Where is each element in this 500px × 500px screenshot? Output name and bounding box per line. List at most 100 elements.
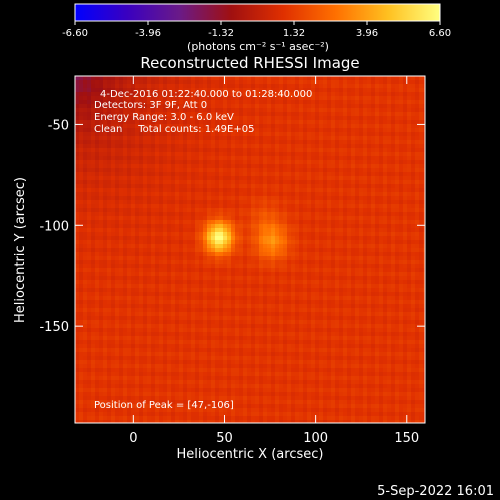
heatmap-pixel [311, 212, 316, 217]
heatmap-pixel [127, 144, 132, 149]
heatmap-pixel [279, 172, 284, 177]
heatmap-pixel [327, 152, 332, 157]
heatmap-pixel [375, 172, 380, 177]
heatmap-pixel [155, 84, 160, 89]
heatmap-pixel [171, 260, 176, 265]
heatmap-pixel [343, 208, 348, 213]
heatmap-pixel [219, 160, 224, 165]
heatmap-pixel [87, 136, 92, 141]
heatmap-pixel [403, 148, 408, 153]
heatmap-pixel [103, 168, 108, 173]
heatmap-pixel [115, 296, 120, 301]
heatmap-pixel [399, 92, 404, 97]
heatmap-pixel [223, 256, 228, 261]
heatmap-pixel [87, 296, 92, 301]
heatmap-pixel [87, 84, 92, 89]
heatmap-pixel [143, 300, 148, 305]
heatmap-pixel [327, 224, 332, 229]
heatmap-pixel [155, 232, 160, 237]
heatmap-pixel [271, 88, 276, 93]
heatmap-pixel [187, 104, 192, 109]
heatmap-pixel [223, 152, 228, 157]
heatmap-pixel [295, 152, 300, 157]
heatmap-pixel [115, 116, 120, 121]
heatmap-pixel [143, 108, 148, 113]
heatmap-pixel [295, 140, 300, 145]
heatmap-pixel [419, 116, 424, 121]
heatmap-pixel [187, 208, 192, 213]
heatmap-pixel [135, 172, 140, 177]
heatmap-pixel [159, 204, 164, 209]
heatmap-pixel [235, 208, 240, 213]
heatmap-pixel [419, 236, 424, 241]
heatmap-pixel [411, 120, 416, 125]
heatmap-pixel [363, 164, 368, 169]
heatmap-pixel [83, 88, 88, 93]
heatmap-pixel [103, 276, 108, 281]
heatmap-pixel [207, 224, 212, 229]
heatmap-pixel [115, 292, 120, 297]
heatmap-pixel [279, 244, 284, 249]
heatmap-pixel [347, 268, 352, 273]
heatmap-pixel [283, 224, 288, 229]
heatmap-pixel [95, 252, 100, 257]
heatmap-pixel [223, 272, 228, 277]
heatmap-pixel [103, 212, 108, 217]
heatmap-pixel [139, 120, 144, 125]
heatmap-pixel [235, 280, 240, 285]
heatmap-pixel [255, 236, 260, 241]
heatmap-pixel [215, 92, 220, 97]
heatmap-pixel [227, 244, 232, 249]
heatmap-pixel [267, 216, 272, 221]
heatmap-pixel [399, 140, 404, 145]
heatmap-pixel [195, 76, 200, 81]
heatmap-pixel [131, 192, 136, 197]
heatmap-pixel [271, 116, 276, 121]
heatmap-pixel [243, 108, 248, 113]
heatmap-pixel [311, 80, 316, 85]
heatmap-pixel [303, 284, 308, 289]
heatmap-pixel [371, 288, 376, 293]
heatmap-pixel [139, 268, 144, 273]
heatmap-pixel [191, 292, 196, 297]
heatmap-pixel [403, 104, 408, 109]
heatmap-pixel [163, 144, 168, 149]
heatmap-pixel [127, 248, 132, 253]
heatmap-pixel [151, 248, 156, 253]
heatmap-pixel [283, 88, 288, 93]
heatmap-pixel [271, 204, 276, 209]
heatmap-pixel [239, 236, 244, 241]
heatmap-pixel [263, 200, 268, 205]
heatmap-pixel [183, 256, 188, 261]
heatmap-pixel [335, 152, 340, 157]
heatmap-pixel [215, 144, 220, 149]
heatmap-pixel [159, 108, 164, 113]
heatmap-pixel [91, 284, 96, 289]
heatmap-pixel [91, 216, 96, 221]
heatmap-pixel [407, 144, 412, 149]
heatmap-pixel [111, 140, 116, 145]
heatmap-pixel [79, 296, 84, 301]
heatmap-pixel [351, 84, 356, 89]
heatmap-pixel [359, 220, 364, 225]
heatmap-pixel [155, 100, 160, 105]
heatmap-pixel [387, 296, 392, 301]
heatmap-pixel [335, 156, 340, 161]
heatmap-pixel [95, 84, 100, 89]
heatmap-pixel [415, 204, 420, 209]
heatmap-pixel [411, 176, 416, 181]
heatmap-pixel [295, 296, 300, 301]
heatmap-pixel [279, 200, 284, 205]
heatmap-pixel [163, 188, 168, 193]
heatmap-pixel [87, 220, 92, 225]
heatmap-pixel [323, 148, 328, 153]
heatmap-pixel [111, 144, 116, 149]
heatmap-pixel [407, 264, 412, 269]
heatmap-pixel [247, 132, 252, 137]
heatmap-pixel [203, 112, 208, 117]
heatmap-pixel [75, 208, 80, 213]
heatmap-pixel [387, 160, 392, 165]
colorbar-tick-label: 3.96 [356, 28, 378, 39]
heatmap-pixel [375, 220, 380, 225]
heatmap-pixel [91, 76, 96, 81]
